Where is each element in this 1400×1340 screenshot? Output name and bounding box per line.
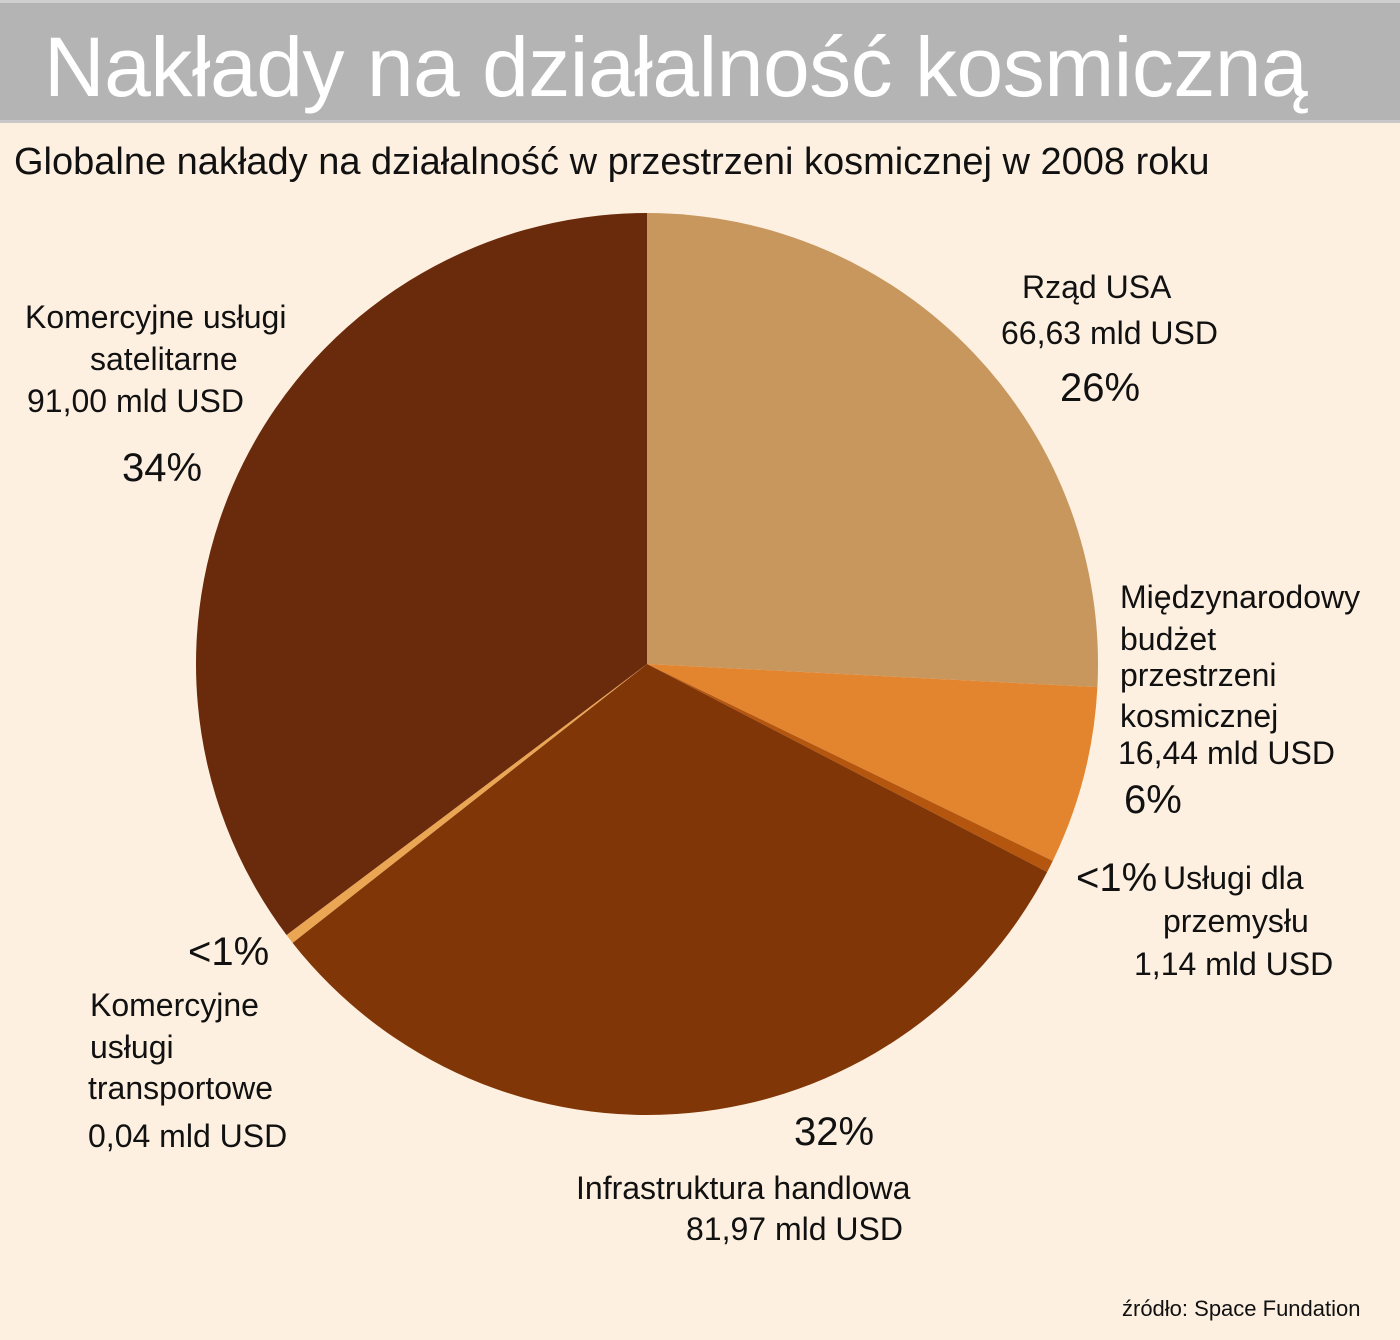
- slice-usa: [647, 213, 1098, 688]
- label-infra-pct: 32%: [794, 1110, 875, 1154]
- label-intl-line4: kosmicznej: [1120, 698, 1279, 734]
- chart-title: Nakłady na działalność kosmiczną: [44, 20, 1308, 114]
- label-usa-pct: 26%: [1060, 366, 1141, 410]
- label-industry-pct: <1%: [1076, 856, 1158, 900]
- label-transport-value: 0,04 mld USD: [88, 1118, 288, 1154]
- label-industry-line1: Usługi dla: [1163, 860, 1304, 896]
- label-intl-line3: przestrzeni: [1120, 657, 1277, 693]
- label-intl-line2: budżet: [1120, 621, 1217, 657]
- label-usa-value: 66,63 mld USD: [1001, 315, 1218, 351]
- chart-subtitle: Globalne nakłady na działalność w przest…: [14, 141, 1210, 183]
- label-industry-line2: przemysłu: [1163, 903, 1309, 939]
- label-intl-line1: Międzynarodowy: [1120, 579, 1361, 615]
- slice-international: [647, 664, 1098, 861]
- label-satellite-value: 91,00 mld USD: [27, 383, 244, 419]
- label-transport-line3: transportowe: [88, 1070, 273, 1106]
- label-usa-name: Rząd USA: [1022, 269, 1172, 305]
- label-infra-name: Infrastruktura handlowa: [576, 1170, 911, 1206]
- label-transport-line2: usługi: [90, 1029, 174, 1065]
- label-infra-value: 81,97 mld USD: [686, 1211, 903, 1247]
- slice-industry: [647, 664, 1053, 873]
- label-industry-value: 1,14 mld USD: [1134, 946, 1334, 982]
- slice-infrastructure: [292, 664, 1048, 1115]
- label-transport-pct: <1%: [188, 930, 270, 974]
- label-intl-value: 16,44 mld USD: [1118, 735, 1335, 771]
- label-satellite-pct: 34%: [122, 446, 203, 490]
- slice-transport: [286, 664, 647, 943]
- source-note: źródło: Space Fundation: [1122, 1296, 1361, 1321]
- label-satellite-line1: Komercyjne usługi: [25, 299, 287, 335]
- label-intl-pct: 6%: [1124, 778, 1182, 822]
- slice-satellite: [195, 213, 647, 936]
- label-transport-line1: Komercyjne: [90, 987, 259, 1023]
- title-bar: Nakłady na działalność kosmiczną: [0, 0, 1400, 123]
- label-satellite-line2: satelitarne: [90, 341, 238, 377]
